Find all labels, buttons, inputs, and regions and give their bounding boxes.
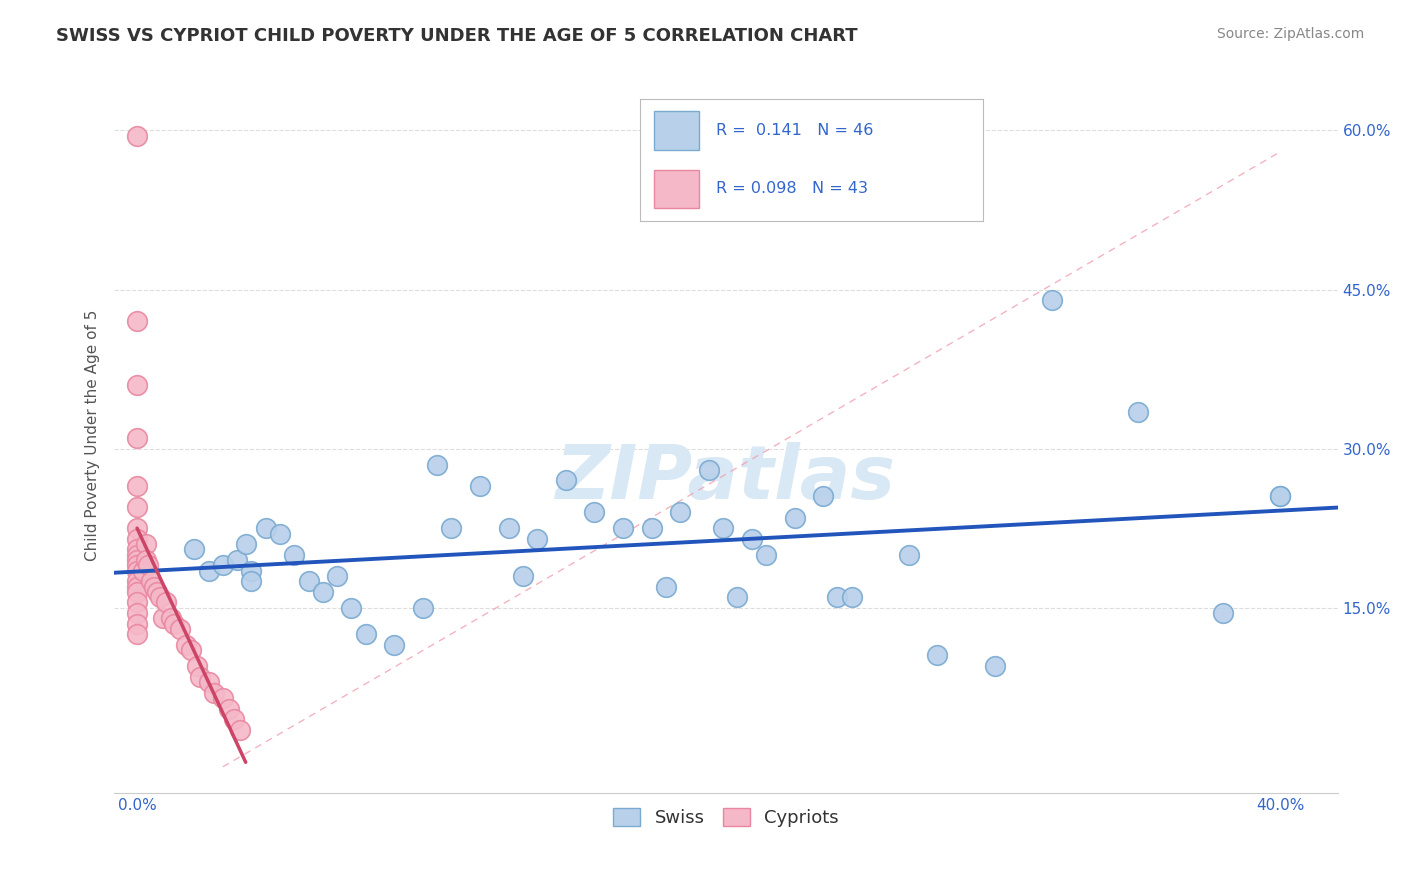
Point (354, 627, 377, 641)
Point (180, 643, 202, 657)
Point (125, 595, 148, 609)
Point (412, 600, 434, 615)
Point (1270, 489, 1292, 503)
Point (125, 548, 148, 562)
Point (382, 638, 405, 652)
Point (254, 521, 277, 535)
Point (235, 537, 257, 551)
Point (135, 537, 157, 551)
Point (132, 564, 155, 578)
Point (240, 574, 263, 589)
Point (125, 616, 148, 631)
Point (155, 595, 177, 609)
Point (741, 532, 763, 546)
Point (1270, 489, 1292, 503)
Point (583, 505, 606, 519)
Y-axis label: Child Poverty Under the Age of 5: Child Poverty Under the Age of 5 (86, 310, 100, 561)
Point (125, 521, 148, 535)
Point (340, 600, 363, 615)
Point (827, 590, 849, 604)
Point (725, 590, 748, 604)
Point (125, 479, 148, 493)
Point (183, 542, 205, 557)
Point (526, 532, 548, 546)
Point (149, 590, 172, 604)
Point (125, 431, 148, 445)
Point (669, 505, 692, 519)
Point (269, 526, 291, 541)
Point (125, 532, 148, 546)
Point (125, 606, 148, 620)
Point (152, 611, 174, 625)
Point (297, 574, 319, 589)
Text: ZIPatlas: ZIPatlas (555, 442, 896, 515)
Point (655, 580, 678, 594)
Point (125, 314, 148, 328)
Point (125, 378, 148, 392)
Point (125, 580, 148, 594)
Point (512, 569, 534, 583)
Point (125, 553, 148, 567)
Point (202, 685, 225, 699)
Point (554, 474, 576, 488)
Point (125, 500, 148, 514)
Point (211, 558, 233, 573)
Point (141, 574, 163, 589)
Text: Source: ZipAtlas.com: Source: ZipAtlas.com (1216, 27, 1364, 41)
Point (211, 690, 233, 705)
Point (197, 675, 219, 690)
Point (197, 564, 219, 578)
Point (1212, 606, 1234, 620)
Point (1040, 293, 1063, 308)
Point (897, 548, 920, 562)
Point (841, 590, 863, 604)
Point (612, 521, 634, 535)
Point (125, 558, 148, 573)
Point (169, 622, 191, 636)
Point (188, 670, 211, 684)
Point (927, 648, 949, 663)
Point (125, 564, 148, 578)
Point (312, 584, 335, 599)
Point (218, 701, 240, 715)
Point (135, 553, 157, 567)
Point (125, 627, 148, 641)
Point (125, 128, 148, 143)
Point (163, 616, 186, 631)
Point (697, 463, 720, 477)
Point (174, 638, 197, 652)
Point (229, 723, 252, 737)
Point (160, 611, 183, 625)
Point (143, 580, 166, 594)
Point (811, 489, 834, 503)
Point (983, 659, 1005, 673)
Point (138, 558, 160, 573)
Point (468, 479, 491, 493)
Point (226, 553, 249, 567)
Text: SWISS VS CYPRIOT CHILD POVERTY UNDER THE AGE OF 5 CORRELATION CHART: SWISS VS CYPRIOT CHILD POVERTY UNDER THE… (56, 27, 858, 45)
Point (283, 548, 305, 562)
Point (711, 521, 734, 535)
Point (224, 712, 246, 726)
Point (186, 659, 208, 673)
Point (125, 584, 148, 599)
Point (640, 521, 662, 535)
Point (440, 521, 463, 535)
Legend: Swiss, Cypriots: Swiss, Cypriots (606, 801, 846, 834)
Point (240, 564, 263, 578)
Point (755, 548, 778, 562)
Point (326, 569, 349, 583)
Point (783, 510, 806, 524)
Point (498, 521, 520, 535)
Point (426, 458, 449, 472)
Point (125, 542, 148, 557)
Point (125, 574, 148, 589)
Point (146, 584, 169, 599)
Point (1126, 404, 1149, 418)
